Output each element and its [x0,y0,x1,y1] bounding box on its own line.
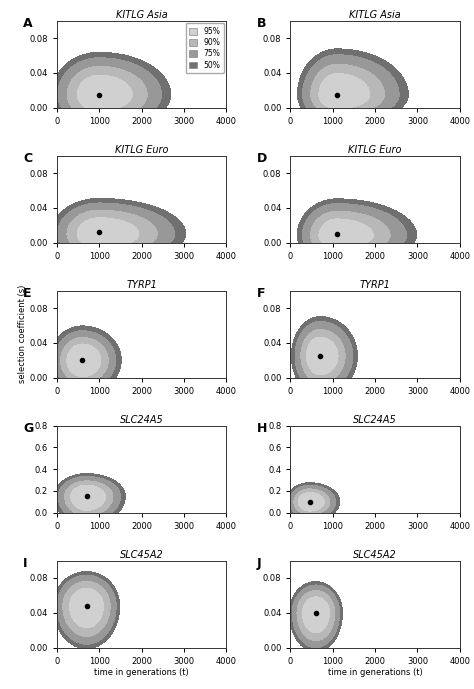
Title: SLC45A2: SLC45A2 [119,550,164,559]
Title: KITLG Euro: KITLG Euro [348,145,402,155]
Text: F: F [256,287,265,300]
Title: TYRP1: TYRP1 [360,280,391,290]
Text: G: G [23,422,33,435]
Title: SLC24A5: SLC24A5 [353,415,397,425]
Title: SLC45A2: SLC45A2 [353,550,397,559]
Legend: 95%, 90%, 75%, 50%: 95%, 90%, 75%, 50% [186,23,224,74]
Text: H: H [256,422,267,435]
Title: KITLG Euro: KITLG Euro [115,145,168,155]
Text: I: I [23,557,27,570]
Text: C: C [23,152,32,165]
Text: D: D [256,152,267,165]
X-axis label: time in generations (t): time in generations (t) [94,668,189,677]
Y-axis label: selection coefficient (s): selection coefficient (s) [18,285,27,383]
Title: SLC24A5: SLC24A5 [119,415,164,425]
Text: J: J [256,557,261,570]
Text: A: A [23,17,33,30]
Title: TYRP1: TYRP1 [126,280,157,290]
Text: B: B [256,17,266,30]
Text: E: E [23,287,32,300]
Title: KITLG Asia: KITLG Asia [349,10,401,20]
Title: KITLG Asia: KITLG Asia [116,10,167,20]
X-axis label: time in generations (t): time in generations (t) [328,668,422,677]
